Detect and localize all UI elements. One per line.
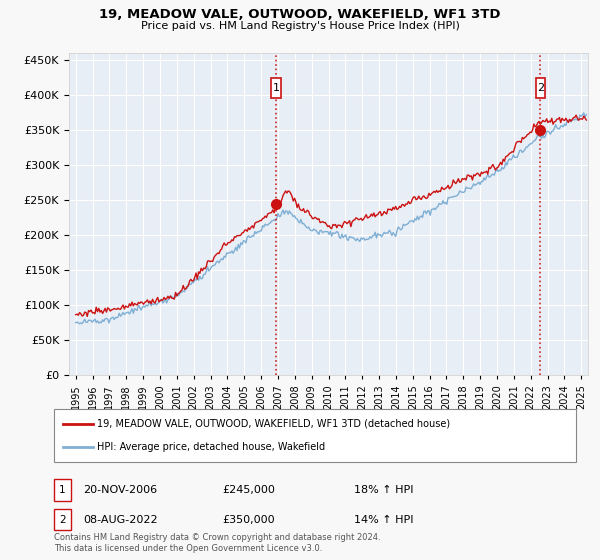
Text: 20-NOV-2006: 20-NOV-2006 [83, 485, 157, 495]
FancyBboxPatch shape [271, 78, 281, 98]
FancyBboxPatch shape [536, 78, 545, 98]
Text: 2: 2 [537, 83, 544, 93]
Text: £350,000: £350,000 [222, 515, 275, 525]
Text: £245,000: £245,000 [222, 485, 275, 495]
Text: 18% ↑ HPI: 18% ↑ HPI [354, 485, 413, 495]
Text: 08-AUG-2022: 08-AUG-2022 [83, 515, 157, 525]
Text: Price paid vs. HM Land Registry's House Price Index (HPI): Price paid vs. HM Land Registry's House … [140, 21, 460, 31]
Text: 14% ↑ HPI: 14% ↑ HPI [354, 515, 413, 525]
Text: HPI: Average price, detached house, Wakefield: HPI: Average price, detached house, Wake… [97, 442, 325, 452]
Text: 19, MEADOW VALE, OUTWOOD, WAKEFIELD, WF1 3TD: 19, MEADOW VALE, OUTWOOD, WAKEFIELD, WF1… [99, 8, 501, 21]
Text: 1: 1 [272, 83, 280, 93]
Text: 2: 2 [59, 515, 66, 525]
Text: 19, MEADOW VALE, OUTWOOD, WAKEFIELD, WF1 3TD (detached house): 19, MEADOW VALE, OUTWOOD, WAKEFIELD, WF1… [97, 419, 451, 429]
Text: 1: 1 [59, 485, 66, 495]
Text: Contains HM Land Registry data © Crown copyright and database right 2024.
This d: Contains HM Land Registry data © Crown c… [54, 533, 380, 553]
